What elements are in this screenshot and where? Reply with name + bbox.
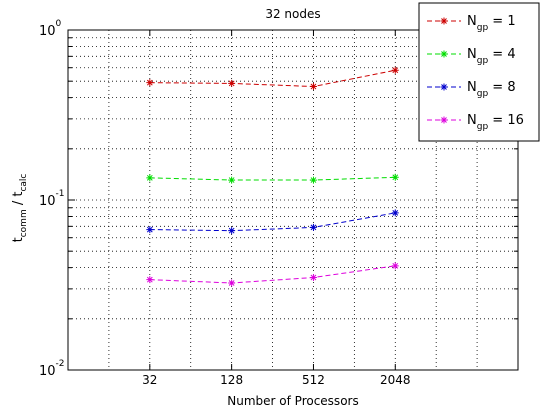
legend-marker (440, 17, 448, 25)
y-tick-base: 10 (39, 24, 56, 39)
y-label-subscript: comm (19, 209, 29, 237)
data-point (146, 276, 154, 284)
series-line (149, 265, 396, 284)
y-tick-base: 10 (39, 194, 56, 209)
legend-marker (440, 50, 448, 58)
data-point (391, 66, 399, 74)
legend-label: Ngp = 8 (467, 80, 516, 99)
data-point (146, 174, 154, 182)
legend-label-rest: = 8 (488, 80, 515, 95)
y-label-part: / t (11, 192, 26, 210)
data-point (391, 262, 399, 270)
data-point (146, 226, 154, 234)
y-tick-exponent: 0 (56, 19, 62, 29)
y-tick-label: 10-2 (39, 359, 65, 379)
legend-label-subscript: gp (477, 23, 489, 33)
x-tick-label: 128 (220, 373, 243, 387)
y-tick-exponent: -1 (56, 189, 65, 199)
series-line (149, 69, 396, 88)
legend-label-rest: = 4 (488, 47, 515, 62)
x-tick-label: 512 (302, 373, 325, 387)
y-tick-label: 10-1 (39, 189, 65, 209)
data-point (228, 227, 236, 235)
x-tick-label: 32 (142, 373, 157, 387)
data-point (309, 223, 317, 231)
chart-title: 32 nodes (265, 7, 320, 21)
y-label-part: t (11, 237, 26, 242)
data-point (309, 83, 317, 91)
series-line (149, 212, 396, 232)
y-tick-exponent: -2 (56, 359, 65, 369)
legend-label-base: N (467, 47, 477, 62)
data-point (391, 209, 399, 217)
legend-marker (440, 83, 448, 91)
data-point (228, 279, 236, 287)
legend-label-subscript: gp (477, 122, 489, 132)
y-tick-label: 100 (39, 19, 62, 39)
legend-label: Ngp = 4 (467, 47, 516, 66)
data-point (228, 176, 236, 184)
y-axis-label: tcomm / tcalc (11, 174, 29, 243)
series-line (149, 176, 396, 181)
data-point (309, 176, 317, 184)
legend-marker (440, 116, 448, 124)
data-point (391, 173, 399, 181)
y-label-subscript: calc (19, 174, 29, 192)
legend-label: Ngp = 16 (467, 113, 524, 132)
legend-label-rest: = 16 (488, 113, 524, 128)
data-point (228, 79, 236, 87)
data-point (146, 79, 154, 87)
legend-label-subscript: gp (477, 56, 489, 66)
y-tick-base: 10 (39, 364, 56, 379)
legend-label-base: N (467, 14, 477, 29)
legend-label-subscript: gp (477, 89, 489, 99)
legend-label: Ngp = 1 (467, 14, 516, 33)
legend-label-base: N (467, 113, 477, 128)
legend-label-base: N (467, 80, 477, 95)
x-axis-label: Number of Processors (227, 394, 358, 408)
x-tick-label: 2048 (380, 373, 411, 387)
legend-box (418, 2, 540, 142)
data-point (309, 274, 317, 282)
legend-label-rest: = 1 (488, 14, 515, 29)
